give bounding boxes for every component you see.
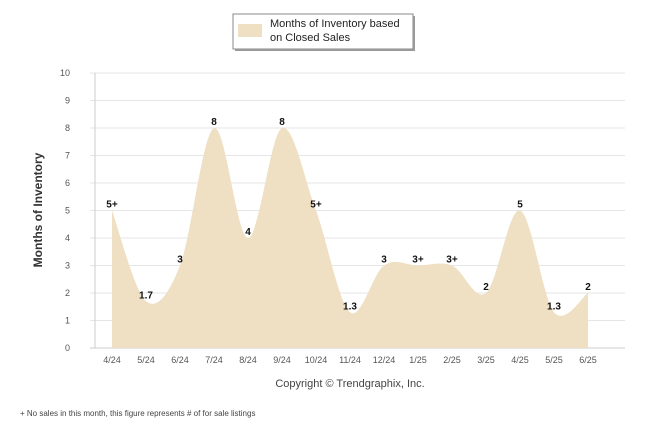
- series-area-fill: [112, 127, 588, 348]
- x-tick-label: 5/24: [137, 355, 155, 365]
- data-label: 1.3: [547, 301, 561, 312]
- x-tick-label: 1/25: [409, 355, 427, 365]
- y-tick-label: 4: [65, 233, 70, 243]
- x-tick-label: 9/24: [273, 355, 291, 365]
- x-tick-label: 4/24: [103, 355, 121, 365]
- y-tick-label: 7: [65, 151, 70, 161]
- data-label: 3+: [412, 255, 424, 266]
- x-tick-label: 3/25: [477, 355, 495, 365]
- data-label: 8: [211, 117, 217, 128]
- x-tick-label: 12/24: [373, 355, 396, 365]
- x-tick-label: 5/25: [545, 355, 563, 365]
- y-tick-label: 5: [65, 206, 70, 216]
- data-label: 4: [245, 227, 251, 238]
- legend-box: [232, 13, 414, 50]
- y-tick-label: 3: [65, 261, 70, 271]
- x-tick-label: 6/25: [579, 355, 597, 365]
- y-axis-ticks: 0 1 2 3 4 5 6 7 8 9 10: [60, 68, 70, 353]
- x-axis-ticks: 4/24 5/24 6/24 7/24 8/24 9/24 10/24 11/24 12/24 1…: [103, 355, 597, 365]
- x-tick-label: 4/25: [511, 355, 529, 365]
- data-labels: 5+ 1.7 3 8 4 8 5+ 1.3 3 3+ 3+ 2 5 1.3 2: [106, 117, 591, 312]
- data-label: 5+: [106, 200, 118, 211]
- data-label: 3: [381, 255, 387, 266]
- x-tick-label: 6/24: [171, 355, 189, 365]
- data-label: 1.3: [343, 301, 357, 312]
- legend-label-line-2: on Closed Sales: [270, 32, 351, 44]
- legend-shadow-right: [413, 16, 415, 51]
- y-axis-label: Months of Inventory: [31, 152, 45, 267]
- footnote-text: + No sales in this month, this figure re…: [20, 409, 255, 418]
- y-tick-label: 8: [65, 123, 70, 133]
- legend: Months of Inventory based on Closed Sale…: [232, 13, 415, 51]
- data-label: 3+: [446, 255, 458, 266]
- data-label: 2: [585, 282, 591, 293]
- y-tick-label: 0: [65, 343, 70, 353]
- data-label: 2: [483, 282, 489, 293]
- copyright-text: Copyright © Trendgraphix, Inc.: [275, 378, 424, 390]
- legend-shadow-bottom: [235, 49, 415, 51]
- data-label: 3: [177, 255, 183, 266]
- x-tick-label: 8/24: [239, 355, 257, 365]
- legend-swatch: [238, 24, 262, 37]
- y-tick-label: 9: [65, 96, 70, 106]
- x-tick-label: 7/24: [205, 355, 223, 365]
- x-tick-label: 10/24: [305, 355, 328, 365]
- data-label: 5+: [310, 200, 322, 211]
- series-area: [112, 127, 588, 348]
- legend-label-line-1: Months of Inventory based: [270, 18, 400, 30]
- data-label: 5: [517, 200, 523, 211]
- x-tick-label: 11/24: [339, 355, 361, 365]
- data-label: 8: [279, 117, 285, 128]
- data-label: 1.7: [139, 290, 153, 301]
- y-tick-label: 2: [65, 288, 70, 298]
- y-tick-label: 6: [65, 178, 70, 188]
- y-tick-label: 1: [65, 316, 70, 326]
- y-tick-label: 10: [60, 68, 70, 78]
- x-tick-label: 2/25: [443, 355, 461, 365]
